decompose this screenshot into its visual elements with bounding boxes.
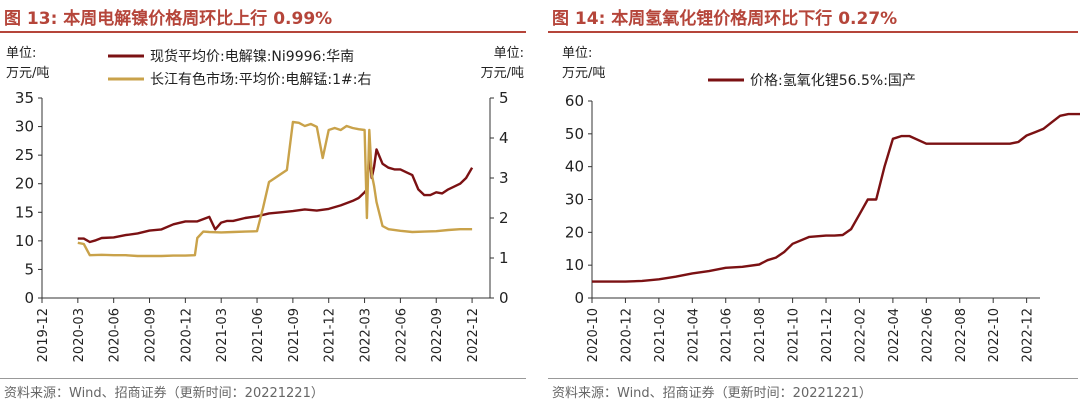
y-axis-unit-label: 单位: bbox=[6, 46, 36, 61]
y-right-tick-label: 0 bbox=[499, 289, 509, 307]
y-tick-label: 20 bbox=[565, 223, 584, 241]
y-tick-label: 30 bbox=[565, 191, 584, 209]
y-tick-label: 0 bbox=[574, 289, 584, 307]
x-tick-label: 2022-12 bbox=[466, 308, 481, 362]
y-tick-label: 40 bbox=[565, 158, 584, 176]
source-divider bbox=[0, 378, 526, 379]
x-tick-label: 2022-04 bbox=[887, 308, 902, 362]
lithium-chart-svg: 0 10 20 30 40 50 60 2020-10 2020-12 2021-02 2021-0… bbox=[562, 46, 1080, 362]
y-tick-label: 20 bbox=[15, 175, 34, 193]
y-right-tick-label: 5 bbox=[499, 89, 509, 107]
x-tick-label: 2019-12 bbox=[36, 308, 51, 362]
title-divider bbox=[0, 31, 526, 33]
x-tick-label: 2022-10 bbox=[987, 308, 1002, 362]
figure-number: 图 14: bbox=[552, 9, 606, 29]
y-right-tick-label: 3 bbox=[499, 169, 509, 187]
legend-label: 现货平均价:电解镍:Ni9996:华南 bbox=[150, 48, 354, 65]
chart-panel-nickel: 图 13: 本周电解镍价格周环比上行 0.99% 0 5 10 15 20 25 30 35 0… bbox=[0, 0, 530, 402]
series-line-2 bbox=[77, 120, 473, 258]
x-tick-label: 2020-12 bbox=[179, 308, 194, 362]
x-tick-label: 2020-03 bbox=[72, 308, 87, 362]
x-tick-label: 2022-06 bbox=[394, 308, 409, 362]
title-divider bbox=[548, 31, 1078, 33]
chart-title-lithium: 图 14: 本周氢氧化锂价格周环比下行 0.27% bbox=[552, 4, 897, 29]
x-tick-label: 2022-06 bbox=[920, 308, 935, 362]
y-axis-unit-label: 万元/吨 bbox=[562, 66, 605, 81]
figure-title: 本周氢氧化锂价格周环比下行 0.27% bbox=[611, 9, 898, 29]
y-tick-label: 25 bbox=[15, 146, 34, 164]
x-tick-label: 2020-10 bbox=[586, 308, 601, 362]
y-right-tick-label: 4 bbox=[499, 129, 509, 147]
x-tick-label: 2022-08 bbox=[954, 308, 969, 362]
x-tick-label: 2021-06 bbox=[720, 308, 735, 362]
source-note: 资料来源：Wind、招商证券（更新时间：20221221） bbox=[552, 386, 872, 401]
y-right-axis-unit-label: 万元/吨 bbox=[481, 66, 524, 81]
x-tick-label: 2022-09 bbox=[430, 308, 445, 362]
x-tick-label: 2020-09 bbox=[144, 308, 159, 362]
y-tick-label: 50 bbox=[565, 125, 584, 143]
nickel-chart-svg: 0 5 10 15 20 25 30 35 0 1 2 3 4 5 2019-12 2020-03 2020-0… bbox=[6, 46, 524, 362]
y-axis-unit-label: 单位: bbox=[562, 46, 592, 61]
y-tick-label: 60 bbox=[565, 92, 584, 110]
chart-panel-lithium: 图 14: 本周氢氧化锂价格周环比下行 0.27% 0 10 20 30 40 50 60 2… bbox=[548, 0, 1080, 402]
y-tick-label: 10 bbox=[565, 256, 584, 274]
y-axis-unit-label: 万元/吨 bbox=[6, 66, 49, 81]
source-note: 资料来源：Wind、招商证券（更新时间：20221221） bbox=[4, 386, 324, 401]
legend-label: 价格:氢氧化锂56.5%:国产 bbox=[750, 73, 916, 89]
x-tick-label: 2021-02 bbox=[653, 308, 668, 362]
y-tick-label: 10 bbox=[15, 232, 34, 250]
x-tick-label: 2022-02 bbox=[853, 308, 868, 362]
y-tick-label: 35 bbox=[15, 89, 34, 107]
x-tick-label: 2022-03 bbox=[359, 308, 374, 362]
y-tick-label: 30 bbox=[15, 118, 34, 136]
source-divider bbox=[548, 378, 1078, 379]
x-tick-label: 2021-09 bbox=[287, 308, 302, 362]
series-line-1 bbox=[77, 148, 474, 244]
series-line-1 bbox=[592, 112, 1080, 283]
figure-number: 图 13: bbox=[4, 9, 58, 29]
x-tick-label: 2021-12 bbox=[820, 308, 835, 362]
figure-title: 本周电解镍价格周环比上行 0.99% bbox=[63, 9, 333, 29]
y-right-tick-label: 1 bbox=[499, 249, 509, 267]
y-right-tick-label: 2 bbox=[499, 209, 509, 227]
x-tick-label: 2021-08 bbox=[753, 308, 768, 362]
y-right-axis-unit-label: 单位: bbox=[494, 46, 524, 61]
x-tick-label: 2022-12 bbox=[1021, 308, 1036, 362]
x-tick-label: 2021-10 bbox=[787, 308, 802, 362]
legend-label: 长江有色市场:平均价:电解锰:1#:右 bbox=[150, 71, 372, 88]
x-tick-label: 2020-06 bbox=[108, 308, 123, 362]
chart-title-nickel: 图 13: 本周电解镍价格周环比上行 0.99% bbox=[4, 4, 332, 29]
x-tick-label: 2021-04 bbox=[686, 308, 701, 362]
x-tick-label: 2021-06 bbox=[251, 308, 266, 362]
y-tick-label: 15 bbox=[15, 203, 34, 221]
y-tick-label: 0 bbox=[24, 289, 34, 307]
x-tick-label: 2020-12 bbox=[619, 308, 634, 362]
y-tick-label: 5 bbox=[24, 260, 34, 278]
x-tick-label: 2021-03 bbox=[215, 308, 230, 362]
x-tick-label: 2021-12 bbox=[323, 308, 338, 362]
